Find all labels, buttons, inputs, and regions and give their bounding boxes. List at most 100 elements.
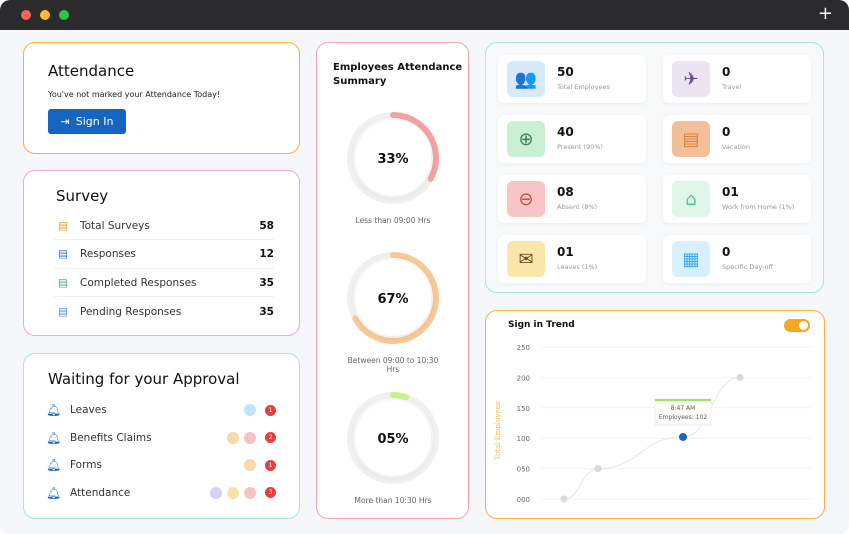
survey-row-value: 58 [259,219,274,232]
minimize-window-button[interactable] [40,10,50,20]
new-tab-button[interactable]: + [817,3,833,24]
survey-row-value: 35 [259,276,274,289]
avatar [226,485,240,500]
bell-icon: 🔔︎ [46,458,62,472]
stat-label: Present (90%) [557,143,603,151]
stat-value: 01 [722,185,739,199]
donut-caption: Less than 09:00 Hrs [355,216,431,225]
survey-row[interactable]: ▤ Completed Responses 35 [54,269,274,297]
donut-percent: 33% [377,152,408,167]
stat-tile: ▦ 0 Specific Day-off [663,235,811,283]
approval-row[interactable]: 🔔︎ Benefits Claims 2 [46,428,276,448]
approval-row-label: Benefits Claims [70,431,152,444]
survey-row-label: Responses [80,248,136,260]
donut-chart: 05% More than 10:30 Hrs [341,390,445,505]
summary-title: Employees Attendance Summary [333,62,463,87]
sign-in-trend-card: Sign in Trend 000 050 100 150 200 250 Total Em… [485,310,825,519]
survey-title: Survey [56,187,109,205]
approval-row-label: Forms [70,459,102,471]
stat-tile: ✉ 01 Leaves (1%) [498,235,646,283]
clipboard-list-icon: ▤ [58,305,68,318]
survey-row-value: 12 [259,248,274,260]
attendance-title: Attendance [48,62,135,80]
stat-value: 40 [557,125,574,139]
donut-arc [347,392,439,484]
trend-line [563,376,741,500]
survey-row[interactable]: ▤ Total Surveys 58 [54,212,274,240]
y-tick-label: 050 [517,466,530,474]
y-tick-label: 250 [517,344,530,352]
airplane-icon: ✈ [672,61,710,97]
donut-arc [347,252,439,344]
donut-percent: 05% [377,432,408,447]
avatar [226,430,240,445]
attendance-card: Attendance You've not marked your Attend… [23,42,300,154]
count-badge: 3 [265,487,276,498]
y-tick-label: 100 [517,435,530,443]
survey-row-label: Pending Responses [80,305,182,318]
survey-row[interactable]: ▤ Pending Responses 35 [54,298,274,326]
count-badge: 1 [265,404,276,416]
maximize-window-button[interactable] [59,10,69,20]
avatar [243,458,257,472]
stat-tile: ⌂ 01 Work from Home (1%) [663,175,811,223]
employee-stats-card: 👥 50 Total Employees ✈ 0 Travel ⊕ 40 Present (90… [485,42,824,293]
count-badge: 1 [265,459,276,471]
attendance-summary-card: Employees Attendance Summary 33% Less tha… [316,42,469,519]
stat-tile: ▤ 0 Vacation [663,115,811,163]
data-point [679,432,687,441]
avatar [243,485,257,500]
sign-in-button[interactable]: ⇥ Sign In [48,109,126,134]
survey-card: Survey ▤ Total Surveys 58 ▤ Responses 12 ▤ Comp… [23,170,300,336]
avatar [243,403,257,417]
stat-value: 50 [557,65,574,79]
sign-in-icon: ⇥ [60,115,70,128]
stat-label: Leaves (1%) [557,263,598,271]
envelope-icon: ✉ [507,241,545,277]
y-tick-label: 000 [517,496,530,504]
calendar-vacation-icon: ▤ [672,121,710,157]
donut-caption: Between 09:00 to 10:30 Hrs [347,356,439,374]
approval-row[interactable]: 🔔︎ Attendance 3 [46,483,276,503]
survey-row[interactable]: ▤ Responses 12 [54,241,274,269]
stat-tile: 👥 50 Total Employees [498,55,646,103]
bell-icon: 🔔︎ [46,430,62,445]
tooltip-time: 8:47 AM [671,405,696,412]
approval-row[interactable]: 🔔︎ Forms 1 [46,455,276,475]
stat-label: Specific Day-off [722,263,774,271]
bell-icon: 🔔︎ [46,403,62,417]
data-point [560,495,568,503]
approval-card: Waiting for your Approval 🔔︎ Leaves 1 🔔︎ Ben… [23,353,300,519]
stat-value: 0 [722,245,731,259]
plus-circle-icon: ⊕ [507,121,545,157]
trend-toggle[interactable] [784,319,810,332]
avatar [243,430,257,445]
refresh-icon: ▤ [58,248,68,260]
donut-caption: More than 10:30 Hrs [354,496,432,505]
approval-title: Waiting for your Approval [48,370,240,388]
attendance-message: You've not marked your Attendance Today! [48,90,221,99]
calendar-check-icon: ▦ [672,241,710,277]
tooltip-text: Employees: 102 [659,414,707,421]
stat-label: Travel [722,83,742,91]
approval-row[interactable]: 🔔︎ Leaves 1 [46,400,276,420]
home-icon: ⌂ [672,181,710,217]
stat-label: Vacation [722,143,750,151]
data-point [594,465,602,473]
close-window-button[interactable] [21,10,31,20]
y-tick-label: 150 [517,405,530,413]
avatar [209,485,223,500]
y-axis-label: Total Employees [494,401,502,460]
title-bar: + [0,0,849,30]
donut-chart: 67% Between 09:00 to 10:30 Hrs [341,250,445,374]
stat-value: 0 [722,65,731,79]
donut-percent: 67% [377,292,408,307]
document-list-icon: ▤ [58,219,68,232]
survey-row-label: Completed Responses [80,276,197,289]
stat-value: 08 [557,185,574,199]
count-badge: 2 [265,432,276,443]
minus-circle-icon: ⊖ [507,181,545,217]
stat-label: Absent (8%) [557,203,598,211]
stat-tile: ⊕ 40 Present (90%) [498,115,646,163]
donut-arc [347,112,439,204]
